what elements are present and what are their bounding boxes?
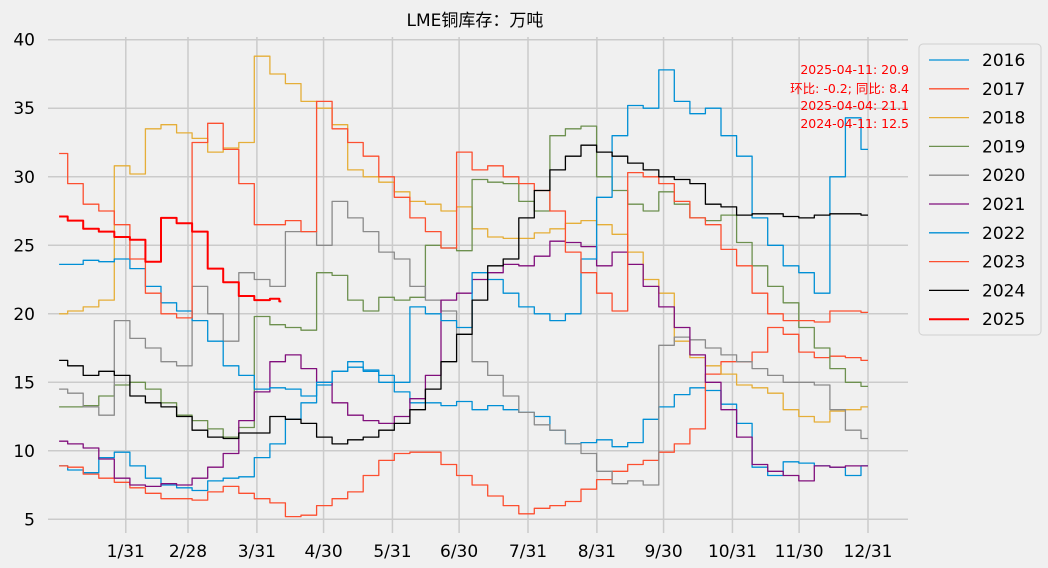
x-tick-label: 8/31 — [578, 542, 616, 562]
annotation-line-3: 2025-04-04: 21.1 — [800, 98, 909, 113]
x-tick-label: 7/31 — [509, 542, 547, 562]
series-line-2025 — [59, 215, 282, 303]
x-tick-label: 9/30 — [644, 542, 682, 562]
annotation-line-4: 2024-04-11: 12.5 — [800, 116, 909, 131]
y-tick-label: 35 — [13, 99, 35, 119]
series-line-2022 — [59, 69, 868, 397]
x-tick-label: 10/31 — [708, 542, 757, 562]
legend-label-2017: 2017 — [982, 80, 1025, 100]
chart-title: LME铜库存：万吨 — [407, 11, 544, 31]
x-tick-label: 11/30 — [775, 542, 824, 562]
y-tick-label: 20 — [13, 305, 35, 325]
x-tick-label: 2/28 — [169, 542, 207, 562]
legend-label-2020: 2020 — [982, 166, 1025, 186]
x-tick-label: 4/30 — [304, 542, 342, 562]
legend-label-2022: 2022 — [982, 224, 1025, 244]
series-line-2017 — [59, 326, 868, 518]
legend: 2016 2017 2018 2019 2020 2021 2022 2023 2024 2025 — [918, 43, 1042, 336]
series-line-2024 — [59, 144, 868, 445]
x-tick-label: 5/31 — [373, 542, 411, 562]
series-line-2021 — [59, 240, 868, 488]
x-tick-label: 3/31 — [238, 542, 276, 562]
legend-label-2016: 2016 — [982, 51, 1025, 71]
y-axis: 5 10 15 20 25 30 35 40 — [13, 31, 35, 531]
legend-label-2018: 2018 — [982, 109, 1025, 129]
annotation-line-2: 环比: -0.2; 同比: 8.4 — [790, 81, 909, 96]
plot-lines — [59, 55, 868, 518]
x-tick-label: 12/31 — [844, 542, 893, 562]
annotation-line-1: 2025-04-11: 20.9 — [800, 62, 909, 77]
legend-label-2019: 2019 — [982, 137, 1025, 157]
y-tick-label: 25 — [13, 236, 35, 256]
legend-label-2025: 2025 — [982, 310, 1025, 330]
y-tick-label: 40 — [13, 31, 35, 51]
legend-label-2023: 2023 — [982, 253, 1025, 273]
y-tick-label: 15 — [13, 373, 35, 393]
series-line-2016 — [59, 361, 868, 492]
x-tick-label: 6/30 — [440, 542, 478, 562]
x-tick-label: 1/31 — [107, 542, 145, 562]
annotation-box: 2025-04-11: 20.9 环比: -0.2; 同比: 8.4 2025-… — [790, 62, 909, 131]
y-tick-label: 30 — [13, 168, 35, 188]
x-axis: 1/31 2/28 3/31 4/30 5/31 6/30 7/31 8/31 9/30 10/3… — [107, 542, 893, 562]
y-tick-label: 10 — [13, 442, 35, 462]
series-line-2019 — [59, 125, 868, 438]
grid — [48, 37, 908, 533]
legend-label-2024: 2024 — [982, 281, 1025, 301]
series-line-2018 — [59, 55, 868, 423]
y-tick-label: 5 — [24, 510, 35, 530]
legend-label-2021: 2021 — [982, 195, 1025, 215]
